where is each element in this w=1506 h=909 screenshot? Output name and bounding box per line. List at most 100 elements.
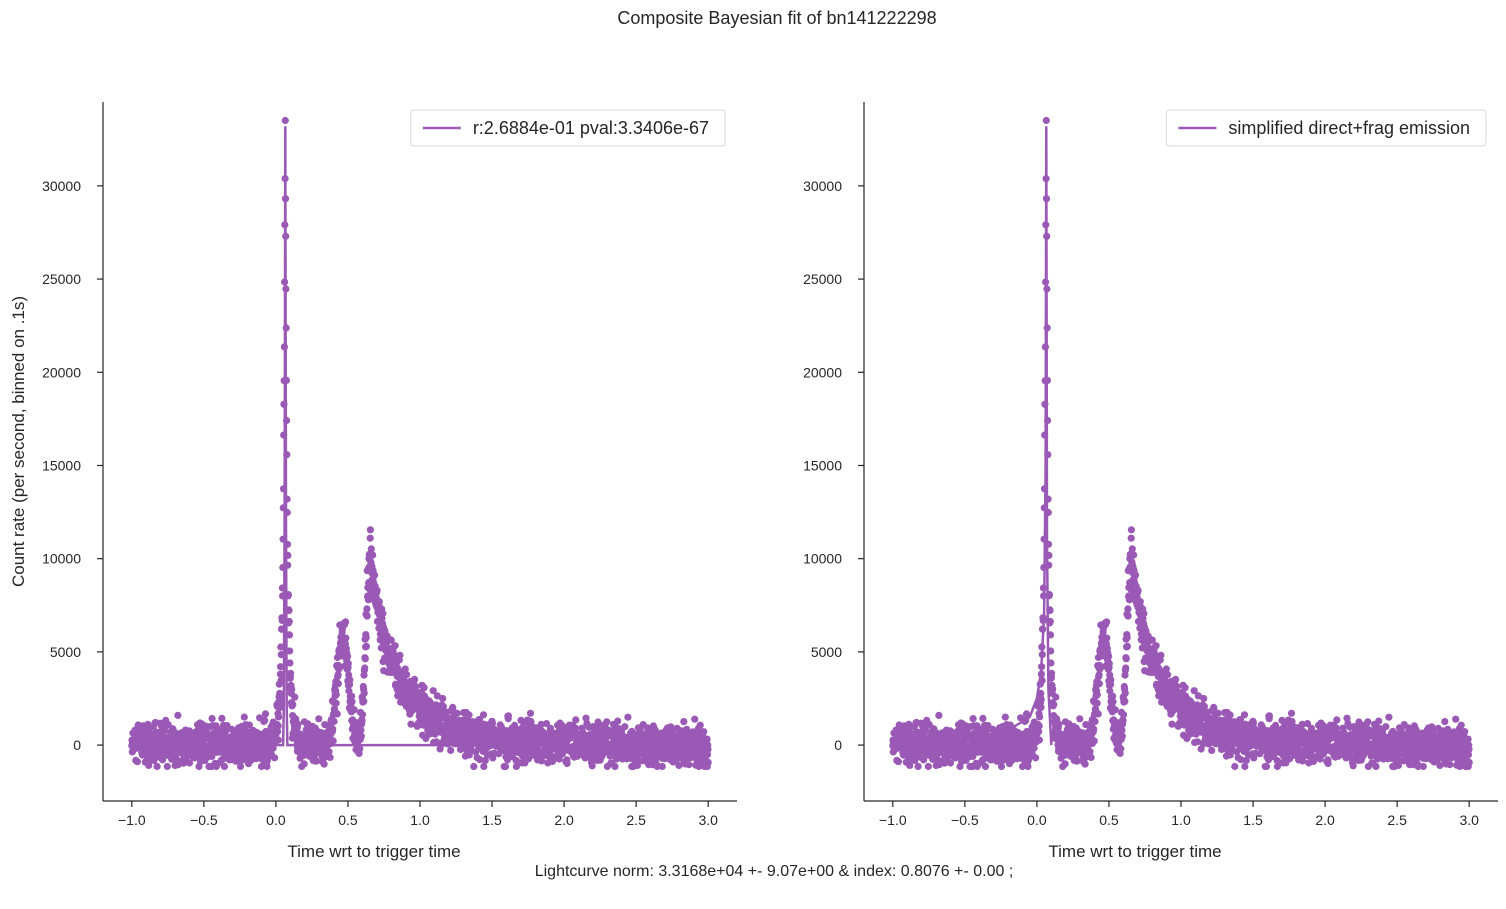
data-point: [675, 761, 683, 770]
data-point: [429, 687, 437, 695]
data-points: [128, 116, 712, 771]
data-point: [1105, 660, 1113, 668]
data-point: [704, 745, 712, 753]
data-point: [348, 692, 356, 700]
data-point: [276, 689, 284, 698]
data-point: [1109, 698, 1117, 706]
data-point: [1349, 762, 1357, 770]
data-point: [276, 670, 284, 678]
data-point: [1136, 598, 1144, 606]
data-point: [274, 722, 282, 730]
data-point: [360, 697, 368, 705]
data-point: [1208, 746, 1216, 755]
data-point: [411, 675, 419, 684]
data-point: [300, 760, 308, 768]
data-point: [218, 714, 226, 723]
data-point: [658, 762, 666, 771]
data-point: [320, 760, 328, 768]
data-point: [289, 700, 297, 709]
data-point: [1303, 720, 1312, 728]
data-point: [572, 716, 580, 724]
data-point: [894, 758, 903, 766]
data-point: [1036, 713, 1044, 721]
data-point: [1103, 634, 1111, 642]
data-point: [1090, 737, 1098, 745]
data-point: [1333, 724, 1341, 732]
data-point: [346, 676, 354, 684]
data-point: [330, 717, 338, 726]
data-point: [1049, 685, 1057, 693]
data-point: [614, 717, 622, 725]
x-tick-label: −0.5: [190, 812, 218, 828]
data-point: [1307, 724, 1316, 732]
data-point: [1122, 655, 1130, 663]
data-point: [348, 698, 356, 706]
data-point: [396, 651, 404, 659]
data-point: [274, 736, 282, 744]
data-point: [356, 745, 364, 753]
data-point: [276, 703, 284, 712]
data-point: [1107, 676, 1115, 684]
data-point: [1200, 702, 1208, 711]
data-point: [704, 758, 712, 767]
y-tick-label: 5000: [50, 644, 81, 660]
data-point: [344, 660, 352, 668]
data-point: [223, 722, 231, 730]
data-point: [453, 709, 461, 717]
data-point: [1190, 687, 1198, 695]
data-point: [420, 684, 428, 692]
data-point: [1050, 700, 1058, 709]
data-point: [358, 717, 366, 725]
data-point: [326, 753, 334, 762]
data-point: [369, 551, 377, 559]
data-point: [1123, 642, 1131, 651]
data-point: [342, 634, 350, 642]
data-point: [1081, 760, 1089, 768]
data-point: [1022, 710, 1031, 718]
data-point: [1240, 711, 1249, 719]
data-point: [391, 642, 399, 650]
data-point: [1168, 720, 1176, 728]
data-point: [403, 671, 411, 679]
data-point: [611, 762, 619, 771]
data-point: [1127, 526, 1135, 534]
data-point: [342, 618, 350, 626]
data-point: [329, 737, 337, 745]
data-point: [236, 762, 245, 771]
data-point: [174, 711, 182, 720]
data-point: [1119, 711, 1128, 719]
data-point: [334, 680, 342, 688]
data-point: [465, 711, 473, 719]
data-point: [208, 715, 216, 723]
data-point: [133, 758, 141, 766]
data-point: [1343, 714, 1351, 722]
data-point: [1157, 651, 1165, 659]
data-point: [546, 724, 555, 732]
data-point: [924, 762, 932, 771]
data-point: [1134, 586, 1142, 595]
data-point: [1121, 689, 1129, 697]
data-point: [1140, 609, 1148, 618]
y-tick-label: 15000: [42, 457, 81, 473]
data-point: [1123, 634, 1131, 642]
data-point: [475, 715, 484, 724]
data-point: [1162, 665, 1170, 673]
data-point: [1372, 762, 1380, 771]
data-point: [1037, 703, 1045, 712]
data-point: [1226, 711, 1234, 719]
data-point: [439, 694, 447, 703]
data-point: [332, 699, 340, 707]
data-point: [163, 762, 171, 771]
data-point: [685, 761, 693, 769]
data-point: [350, 706, 358, 714]
data-point: [1095, 680, 1103, 688]
data-point: [333, 710, 341, 718]
data-point: [366, 526, 374, 534]
data-point: [542, 720, 551, 728]
y-tick-label: 30000: [42, 178, 81, 194]
data-point: [488, 719, 496, 727]
data-point: [969, 715, 977, 723]
data-point: [291, 693, 299, 701]
legend-box: [410, 109, 726, 147]
data-point: [285, 631, 294, 639]
